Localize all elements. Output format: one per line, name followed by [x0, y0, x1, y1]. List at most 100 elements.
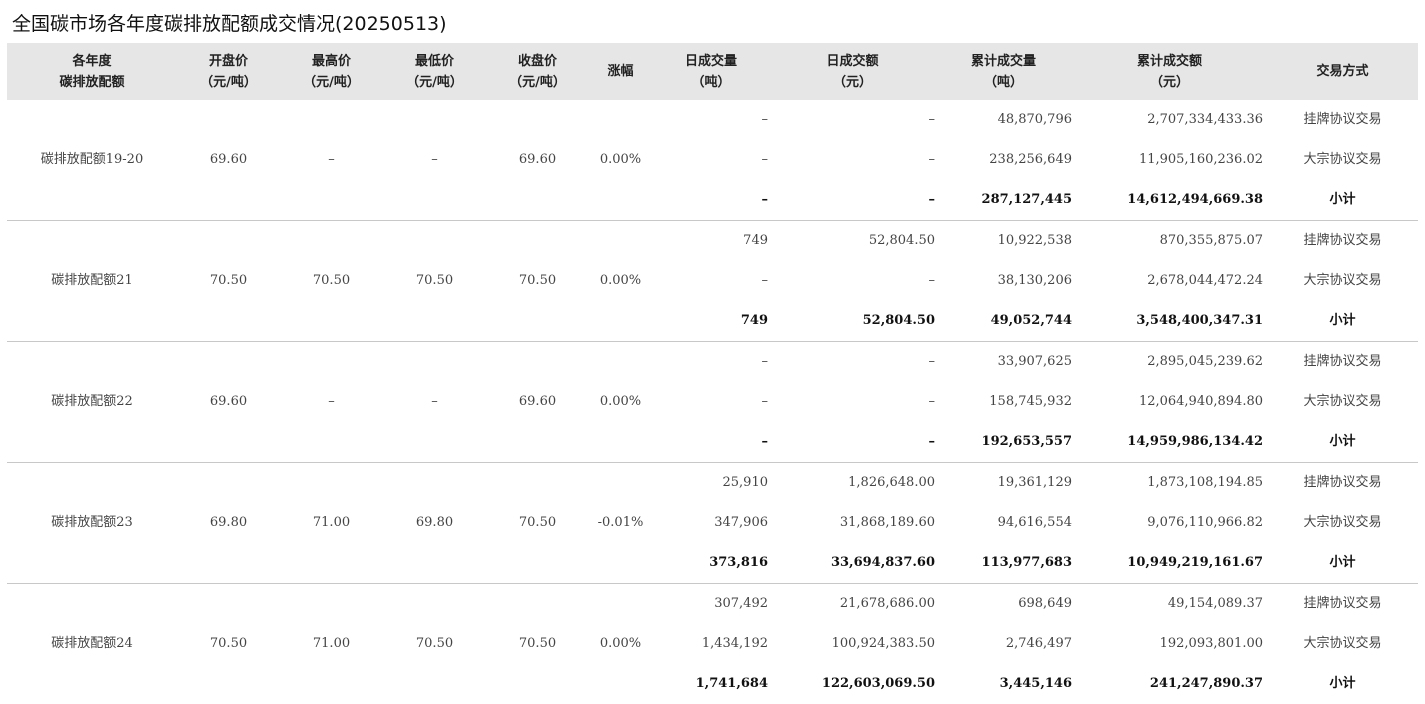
low-price: 69.80: [383, 463, 486, 584]
daily-volume: –: [652, 180, 770, 221]
daily-amount: –: [770, 342, 935, 383]
trade-method: 大宗协议交易: [1267, 382, 1418, 422]
col-header-high: 最高价（元/吨）: [280, 43, 383, 100]
close-price: 69.60: [486, 342, 589, 463]
daily-volume: –: [652, 382, 770, 422]
change-percent: 0.00%: [589, 100, 652, 221]
daily-volume: 749: [652, 221, 770, 262]
daily-amount: 52,804.50: [770, 221, 935, 262]
col-header-trade-method: 交易方式: [1267, 43, 1418, 100]
daily-volume: –: [652, 140, 770, 180]
trade-method: 小计: [1267, 422, 1418, 463]
daily-volume: 1,434,192: [652, 624, 770, 664]
cumulative-amount: 2,707,334,433.36: [1072, 100, 1267, 140]
trade-method: 挂牌协议交易: [1267, 100, 1418, 140]
trade-method: 小计: [1267, 664, 1418, 704]
cumulative-volume: 10,922,538: [935, 221, 1072, 262]
cumulative-amount: 49,154,089.37: [1072, 584, 1267, 625]
cumulative-amount: 11,905,160,236.02: [1072, 140, 1267, 180]
daily-amount: –: [770, 382, 935, 422]
daily-amount: –: [770, 261, 935, 301]
cumulative-volume: 33,907,625: [935, 342, 1072, 383]
daily-amount: 33,694,837.60: [770, 543, 935, 584]
col-header-cumulative-amount: 累计成交额（元）: [1072, 43, 1267, 100]
col-header-cumulative-volume: 累计成交量（吨）: [935, 43, 1072, 100]
carbon-trading-table: 各年度碳排放配额 开盘价（元/吨） 最高价（元/吨） 最低价（元/吨） 收盘价（…: [7, 43, 1418, 704]
daily-volume: 749: [652, 301, 770, 342]
cumulative-amount: 1,873,108,194.85: [1072, 463, 1267, 504]
table-header-row: 各年度碳排放配额 开盘价（元/吨） 最高价（元/吨） 最低价（元/吨） 收盘价（…: [7, 43, 1418, 100]
daily-volume: 1,741,684: [652, 664, 770, 704]
cumulative-amount: 12,064,940,894.80: [1072, 382, 1267, 422]
cumulative-volume: 238,256,649: [935, 140, 1072, 180]
trade-method: 大宗协议交易: [1267, 140, 1418, 180]
change-percent: 0.00%: [589, 584, 652, 704]
col-header-low: 最低价（元/吨）: [383, 43, 486, 100]
change-percent: 0.00%: [589, 221, 652, 342]
daily-volume: 347,906: [652, 503, 770, 543]
trade-method: 挂牌协议交易: [1267, 342, 1418, 383]
cumulative-volume: 19,361,129: [935, 463, 1072, 504]
low-price: 70.50: [383, 584, 486, 704]
open-price: 70.50: [177, 584, 280, 704]
daily-volume: –: [652, 261, 770, 301]
table-row: 碳排放配额19-20 69.60 – – 69.60 0.00% – – 48,…: [7, 100, 1418, 140]
cumulative-amount: 2,678,044,472.24: [1072, 261, 1267, 301]
trade-method: 挂牌协议交易: [1267, 584, 1418, 625]
daily-amount: –: [770, 140, 935, 180]
page-title: 全国碳市场各年度碳排放配额成交情况(20250513): [12, 10, 447, 38]
daily-amount: 52,804.50: [770, 301, 935, 342]
table-row: 碳排放配额22 69.60 – – 69.60 0.00% – – 33,907…: [7, 342, 1418, 383]
trade-method: 小计: [1267, 180, 1418, 221]
cumulative-volume: 94,616,554: [935, 503, 1072, 543]
cumulative-amount: 9,076,110,966.82: [1072, 503, 1267, 543]
low-price: –: [383, 100, 486, 221]
col-header-close: 收盘价（元/吨）: [486, 43, 589, 100]
open-price: 69.60: [177, 342, 280, 463]
open-price: 70.50: [177, 221, 280, 342]
daily-amount: 21,678,686.00: [770, 584, 935, 625]
daily-amount: –: [770, 422, 935, 463]
cumulative-volume: 113,977,683: [935, 543, 1072, 584]
trade-method: 挂牌协议交易: [1267, 221, 1418, 262]
trade-method: 小计: [1267, 543, 1418, 584]
daily-volume: –: [652, 100, 770, 140]
cumulative-volume: 287,127,445: [935, 180, 1072, 221]
group-name: 碳排放配额24: [7, 584, 177, 704]
daily-amount: 31,868,189.60: [770, 503, 935, 543]
low-price: 70.50: [383, 221, 486, 342]
cumulative-volume: 698,649: [935, 584, 1072, 625]
table-row: 碳排放配额24 70.50 71.00 70.50 70.50 0.00% 30…: [7, 584, 1418, 625]
cumulative-volume: 192,653,557: [935, 422, 1072, 463]
close-price: 70.50: [486, 584, 589, 704]
cumulative-amount: 192,093,801.00: [1072, 624, 1267, 664]
high-price: 70.50: [280, 221, 383, 342]
cumulative-volume: 3,445,146: [935, 664, 1072, 704]
close-price: 70.50: [486, 221, 589, 342]
table-row: 碳排放配额23 69.80 71.00 69.80 70.50 -0.01% 2…: [7, 463, 1418, 504]
cumulative-amount: 241,247,890.37: [1072, 664, 1267, 704]
high-price: –: [280, 342, 383, 463]
trade-method: 小计: [1267, 301, 1418, 342]
daily-amount: 122,603,069.50: [770, 664, 935, 704]
daily-amount: 1,826,648.00: [770, 463, 935, 504]
change-percent: -0.01%: [589, 463, 652, 584]
daily-volume: –: [652, 422, 770, 463]
col-header-daily-amount: 日成交额（元）: [770, 43, 935, 100]
group-name: 碳排放配额23: [7, 463, 177, 584]
cumulative-volume: 38,130,206: [935, 261, 1072, 301]
col-header-open: 开盘价（元/吨）: [177, 43, 280, 100]
col-header-change: 涨幅: [589, 43, 652, 100]
daily-volume: 307,492: [652, 584, 770, 625]
trade-method: 大宗协议交易: [1267, 261, 1418, 301]
col-header-period: 各年度碳排放配额: [7, 43, 177, 100]
daily-amount: –: [770, 180, 935, 221]
trade-method: 大宗协议交易: [1267, 624, 1418, 664]
group-name: 碳排放配额19-20: [7, 100, 177, 221]
low-price: –: [383, 342, 486, 463]
close-price: 69.60: [486, 100, 589, 221]
close-price: 70.50: [486, 463, 589, 584]
cumulative-amount: 14,612,494,669.38: [1072, 180, 1267, 221]
daily-amount: 100,924,383.50: [770, 624, 935, 664]
group-name: 碳排放配额22: [7, 342, 177, 463]
